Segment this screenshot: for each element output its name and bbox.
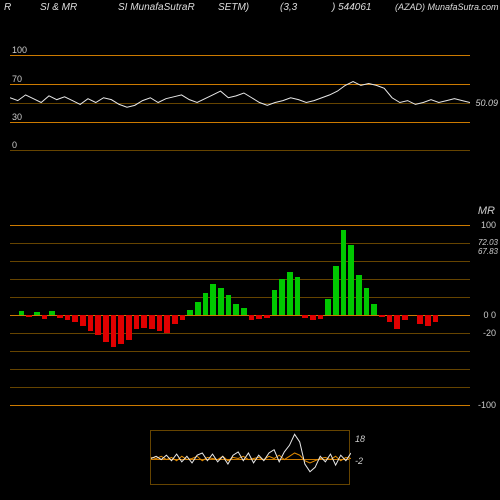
mr-bar	[241, 308, 246, 315]
mr-bar	[80, 315, 85, 326]
axis-label: -20	[483, 328, 496, 338]
grid-line	[10, 225, 470, 226]
grid-line	[10, 279, 470, 280]
grid-line	[10, 351, 470, 352]
mr-bar	[394, 315, 399, 329]
mr-bar	[356, 275, 361, 316]
grid-line	[10, 261, 470, 262]
mr-bar	[371, 304, 376, 315]
mr-bar	[287, 272, 292, 315]
mini-panel: 18-2	[150, 430, 350, 485]
mr-bar	[425, 315, 430, 326]
mr-bar	[164, 315, 169, 333]
mr-bar	[95, 315, 100, 335]
mr-bar	[256, 315, 261, 319]
mr-bar	[141, 315, 146, 328]
mr-value-label: 72.03	[478, 238, 498, 247]
grid-line	[10, 297, 470, 298]
mr-bar	[233, 304, 238, 315]
mini-white-line	[151, 431, 351, 486]
mr-bar	[42, 315, 47, 319]
mr-bar	[218, 288, 223, 315]
mr-bar	[226, 295, 231, 315]
mr-bar	[172, 315, 177, 324]
mr-bar	[57, 315, 62, 318]
mr-bar	[187, 310, 192, 315]
mr-bar	[72, 315, 77, 322]
hdr-si: SI & MR	[40, 2, 77, 13]
mr-bar	[433, 315, 438, 322]
mr-bar	[325, 299, 330, 315]
mr-bar	[26, 315, 31, 317]
mr-bar	[379, 315, 384, 317]
mr-bar	[364, 288, 369, 315]
mr-bar	[149, 315, 154, 329]
mr-bar	[348, 245, 353, 315]
mr-bar	[88, 315, 93, 331]
mr-bar	[118, 315, 123, 344]
mr-bar	[157, 315, 162, 331]
grid-line	[10, 405, 470, 406]
mr-bar	[180, 315, 185, 320]
mr-bar	[203, 293, 208, 316]
mr-bar	[210, 284, 215, 316]
axis-label: -100	[478, 400, 496, 410]
hdr-33: (3,3	[280, 2, 297, 13]
mr-bar	[34, 312, 39, 315]
mr-title: MR	[478, 205, 495, 217]
mr-bar	[264, 315, 269, 318]
grid-line	[10, 369, 470, 370]
mr-bar	[402, 315, 407, 320]
mr-bar	[310, 315, 315, 320]
mr-bar	[111, 315, 116, 347]
mr-bar	[318, 315, 323, 319]
mr-bar	[249, 315, 254, 320]
mr-bar	[341, 230, 346, 316]
mr-bar	[195, 302, 200, 316]
rsi-value-label: 50.09	[475, 98, 498, 108]
mr-bar	[49, 311, 54, 316]
mr-bar	[387, 315, 392, 322]
mr-bar	[65, 315, 70, 320]
grid-line	[10, 387, 470, 388]
grid-line	[10, 243, 470, 244]
mr-bar	[279, 279, 284, 315]
hdr-setm: SETM)	[218, 2, 249, 13]
mini-label: -2	[355, 456, 363, 466]
mr-bar	[333, 266, 338, 316]
hdr-brand: (AZAD) MunafaSutra.com	[395, 2, 499, 12]
rsi-panel: 1007030050.09	[10, 55, 470, 150]
axis-label: 100	[12, 45, 27, 55]
rsi-line	[10, 55, 470, 150]
mr-bar	[302, 315, 307, 318]
mr-panel: MR1000 0-20-10072.0367.83	[10, 225, 470, 405]
mini-label: 18	[355, 434, 365, 444]
grid-line	[10, 315, 470, 316]
mr-bar	[272, 290, 277, 315]
mr-bar	[134, 315, 139, 329]
grid-line	[10, 333, 470, 334]
axis-label: 100	[481, 220, 496, 230]
hdr-code: ) 544061	[332, 2, 371, 13]
hdr-ms: SI MunafaSutraR	[118, 2, 195, 13]
mr-bar	[19, 311, 24, 315]
grid-line	[10, 150, 470, 151]
hdr-r: R	[4, 2, 11, 13]
mr-bar	[126, 315, 131, 340]
header: R SI & MR SI MunafaSutraR SETM) (3,3 ) 5…	[0, 2, 500, 18]
mr-bar	[295, 277, 300, 315]
axis-label: 0 0	[483, 310, 496, 320]
mr-bar	[417, 315, 422, 324]
mr-bar	[103, 315, 108, 342]
mr-value-label: 67.83	[478, 247, 498, 256]
